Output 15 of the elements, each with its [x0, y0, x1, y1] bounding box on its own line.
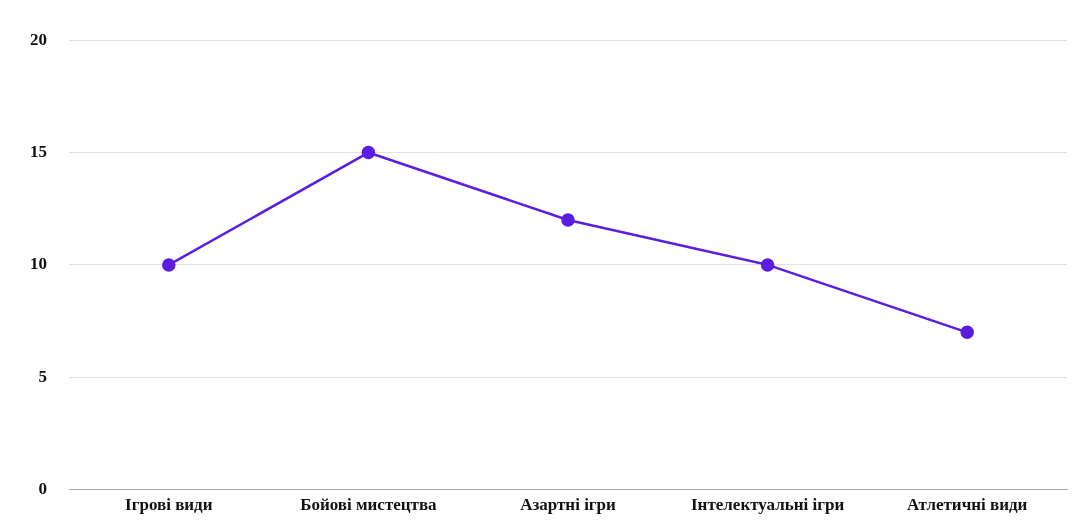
point — [561, 213, 575, 227]
x-tick-label: Інтелектуальні ігри — [690, 495, 845, 515]
x-tick-label: Ігрові види — [125, 495, 213, 515]
point — [361, 145, 376, 160]
y-tick-label: 10 — [30, 254, 47, 274]
point — [760, 258, 775, 272]
y-tick-label: 0 — [38, 478, 47, 498]
y-tick-label: 20 — [30, 29, 47, 49]
point — [960, 325, 974, 340]
y-tick-label: 5 — [38, 366, 47, 386]
y-tick-label: 15 — [30, 141, 47, 161]
x-tick-label: Атлетичні види — [907, 495, 1028, 515]
point — [162, 258, 176, 272]
x-tick-label: Бойові мистецтва — [300, 495, 438, 515]
x-tick-label: Азартні ігри — [520, 495, 617, 515]
